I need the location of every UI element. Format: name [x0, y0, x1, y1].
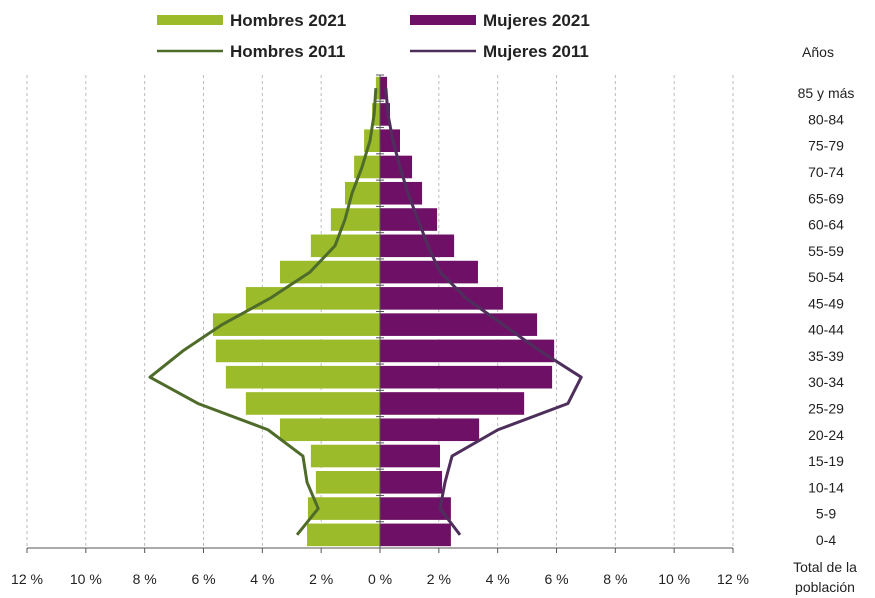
y-tick-label: 35-39: [808, 348, 844, 364]
x-tick-label: 8 %: [133, 571, 157, 587]
x-tick-label: 12 %: [11, 571, 43, 587]
legend-label: Mujeres 2011: [483, 42, 589, 61]
y-tick-label: 80-84: [808, 111, 844, 127]
bar: [380, 497, 451, 520]
bar: [380, 287, 503, 310]
y-tick-label: 75-79: [808, 138, 844, 154]
y-tick-label: 45-49: [808, 295, 844, 311]
bar: [380, 260, 478, 284]
y-axis-footer: Total de la: [793, 559, 857, 575]
bar: [380, 181, 423, 205]
bar: [380, 418, 480, 442]
bar: [380, 234, 455, 258]
bar: [245, 287, 380, 310]
x-tick-label: 10 %: [658, 571, 690, 587]
bar: [307, 523, 380, 547]
bar: [380, 523, 451, 547]
bar: [372, 103, 380, 126]
bar: [225, 365, 380, 389]
y-tick-label: 55-59: [808, 243, 844, 259]
bar: [279, 260, 380, 284]
bar: [279, 418, 380, 442]
x-tick-label: 0 %: [368, 571, 392, 587]
legend-swatch: [410, 15, 476, 25]
bar: [215, 339, 380, 363]
bar: [380, 103, 391, 126]
y-tick-label: 60-64: [808, 217, 844, 233]
bar: [375, 76, 380, 100]
y-tick-label: 40-44: [808, 322, 844, 338]
bar: [330, 208, 380, 231]
x-tick-label: 4 %: [486, 571, 510, 587]
bar: [380, 155, 413, 179]
y-tick-label: 30-34: [808, 374, 844, 390]
bar: [380, 339, 555, 363]
y-tick-label: 70-74: [808, 164, 844, 180]
x-tick-label: 2 %: [427, 571, 451, 587]
y-tick-label: 50-54: [808, 269, 844, 285]
bar: [310, 234, 380, 258]
y-tick-label: 5-9: [816, 506, 836, 522]
x-tick-label: 6 %: [544, 571, 568, 587]
bar: [310, 444, 380, 468]
legend-label: Hombres 2011: [230, 42, 345, 61]
bar: [380, 208, 438, 231]
bar: [307, 497, 380, 520]
bar: [380, 365, 553, 389]
bar: [380, 313, 538, 336]
x-tick-label: 8 %: [603, 571, 627, 587]
x-tick-label: 12 %: [717, 571, 749, 587]
y-tick-label: 0-4: [816, 532, 836, 548]
x-tick-label: 4 %: [250, 571, 274, 587]
y-tick-label: 65-69: [808, 190, 844, 206]
x-tick-label: 6 %: [191, 571, 215, 587]
y-axis-footer: población: [795, 579, 855, 595]
bar: [380, 76, 388, 100]
bar: [212, 313, 380, 336]
bar: [380, 392, 525, 415]
y-tick-label: 25-29: [808, 400, 844, 416]
bar: [245, 392, 380, 415]
legend-label: Mujeres 2021: [483, 11, 590, 30]
y-tick-label: 85 y más: [798, 85, 855, 101]
legend-swatch: [157, 15, 223, 25]
line: [384, 88, 583, 536]
y-tick-label: 10-14: [808, 479, 844, 495]
x-tick-label: 10 %: [70, 571, 102, 587]
y-axis-title: Años: [802, 44, 834, 60]
y-tick-label: 15-19: [808, 453, 844, 469]
y-tick-label: 20-24: [808, 427, 844, 443]
bar: [315, 471, 380, 494]
legend-label: Hombres 2021: [230, 11, 346, 30]
bar: [380, 471, 443, 494]
line: [148, 88, 378, 536]
x-tick-label: 2 %: [309, 571, 333, 587]
bar: [380, 444, 441, 468]
